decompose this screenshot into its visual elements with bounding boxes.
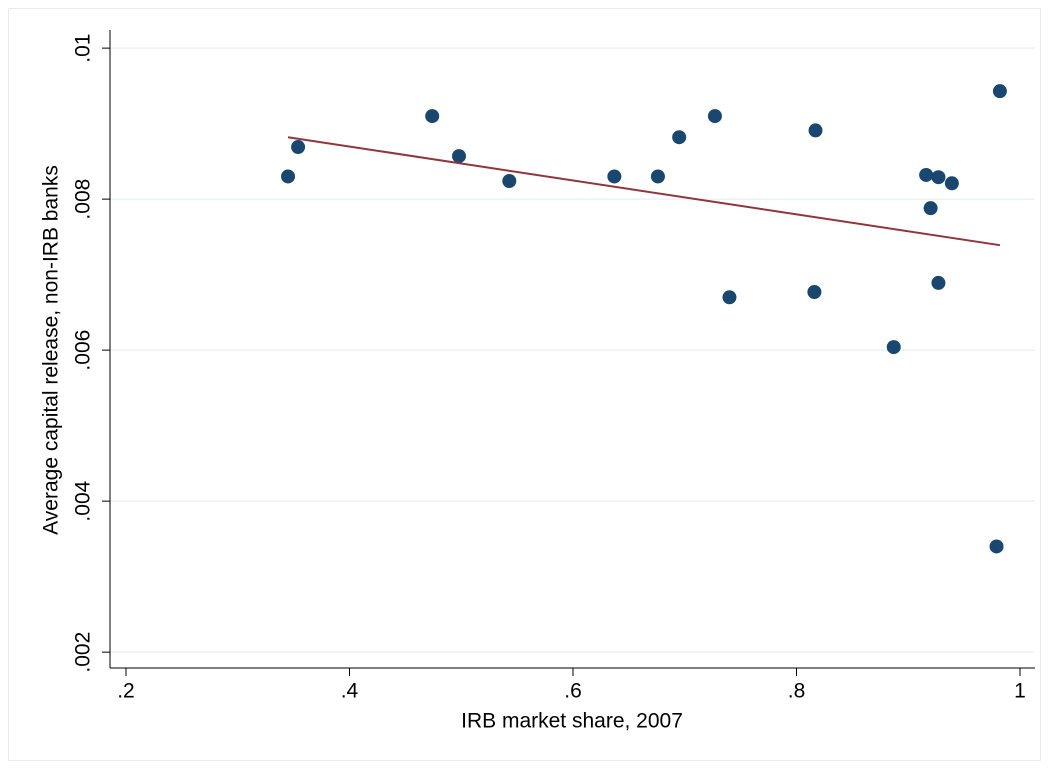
point [919, 167, 934, 182]
x-tick-label: .4 [341, 680, 359, 703]
point [944, 176, 959, 191]
point [707, 109, 722, 124]
point [992, 84, 1007, 99]
point [807, 284, 822, 299]
point [281, 169, 296, 184]
point [923, 201, 938, 216]
point [607, 169, 622, 184]
x-tick-label: 1 [1014, 680, 1026, 703]
point [989, 539, 1004, 554]
y-tick-label: .002 [72, 632, 95, 673]
y-tick-label: .01 [72, 34, 95, 63]
point [452, 149, 467, 164]
y-axis-title: Average capital release, non-IRB banks [40, 165, 63, 535]
y-tick-label: .008 [72, 179, 95, 220]
point [808, 123, 823, 138]
point [672, 130, 687, 145]
point [425, 109, 440, 124]
x-tick-label: .6 [564, 680, 582, 703]
point [886, 340, 901, 355]
x-tick-label: .8 [788, 680, 806, 703]
point [931, 275, 946, 290]
point [291, 140, 306, 155]
point [931, 170, 946, 185]
point [502, 174, 517, 189]
y-tick-label: .006 [72, 330, 95, 371]
fit-line [287, 136, 1001, 247]
chart-frame [8, 8, 1041, 761]
point [650, 169, 665, 184]
x-tick-label: .2 [117, 680, 135, 703]
y-tick-label: .004 [72, 480, 95, 521]
x-axis-title: IRB market share, 2007 [461, 710, 683, 733]
point [722, 290, 737, 305]
